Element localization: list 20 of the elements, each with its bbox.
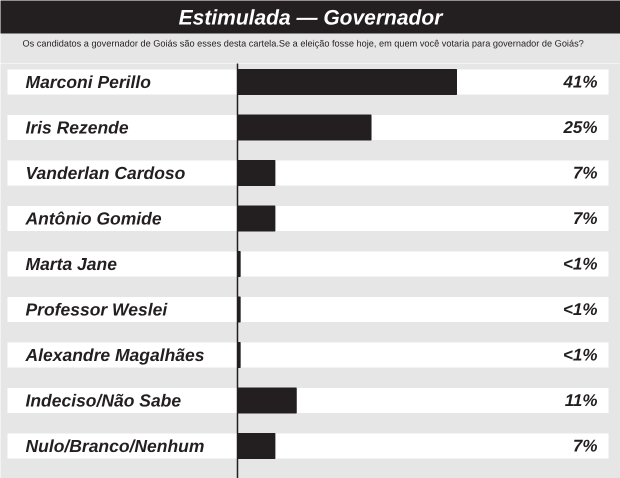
chart-subtitle: Os candidatos a governador de Goiás são esses desta cartela.Se a eleição fosse hoje, em quem você votaria para governador de Goiás? — [22, 38, 584, 48]
y-tick-label: Nulo/Branco/Nenhum — [26, 436, 204, 456]
y-tick-label: Marta Jane — [26, 254, 118, 274]
y-tick-label: Iris Rezende — [26, 118, 129, 138]
y-tick-label: Indeciso/Não Sabe — [26, 390, 182, 410]
data-label: 25% — [562, 118, 598, 137]
y-tick-label: Vanderlan Cardoso — [26, 163, 186, 183]
data-label: <1% — [563, 254, 598, 274]
data-label: 7% — [572, 436, 598, 456]
y-tick-label: Alexandre Magalhães — [24, 345, 205, 365]
chart-title: Estimulada — Governador — [178, 6, 444, 30]
data-label: 7% — [572, 209, 598, 228]
data-label: <1% — [563, 300, 598, 319]
y-tick-label: Antônio Gomide — [24, 208, 162, 228]
data-label: <1% — [563, 346, 598, 364]
data-label: 7% — [572, 164, 598, 182]
data-label: 11% — [564, 391, 598, 410]
y-tick-label: Marconi Perillo — [26, 72, 152, 92]
data-label: 41% — [562, 72, 598, 92]
y-tick-label: Professor Weslei — [26, 300, 168, 320]
